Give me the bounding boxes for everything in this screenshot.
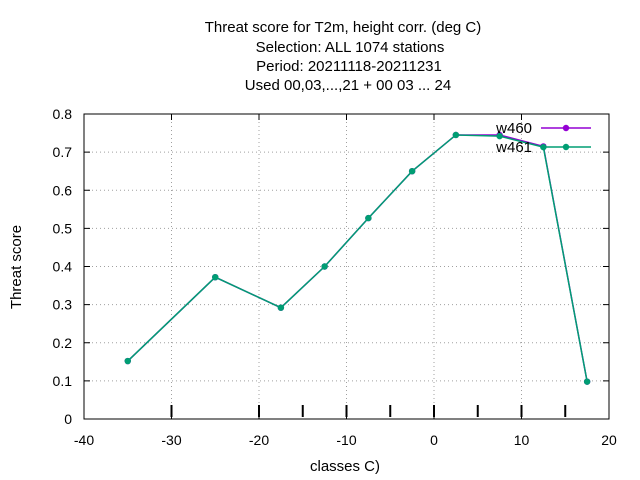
title-line-4: Used 00,03,...,21 + 00 03 ... 24 (245, 77, 451, 94)
legend-marker-w460 (562, 124, 570, 132)
y-tick-label: 0 (64, 411, 72, 427)
y-tick-label: 0.1 (53, 373, 73, 389)
data-point-w461 (321, 263, 328, 270)
x-tick-label: 20 (601, 432, 617, 448)
title-line-3: Period: 20211118-20211231 (256, 58, 442, 75)
y-tick-label: 0.3 (53, 297, 73, 313)
x-tick-label: -10 (336, 432, 356, 448)
y-tick-label: 0.5 (53, 220, 73, 236)
data-point-w461 (124, 357, 131, 365)
data-point-w461 (408, 167, 416, 175)
y-axis-title: Threat score (8, 225, 25, 309)
chart-title: Threat score for T2m, height corr. (deg … (205, 19, 482, 94)
data-point-w461 (212, 273, 219, 281)
grid-lines (84, 114, 609, 419)
data-point-w461 (365, 214, 372, 222)
title-line-2: Selection: ALL 1074 stations (256, 39, 445, 56)
data-point-w461 (452, 131, 460, 139)
legend-label-w461: w461 (495, 139, 532, 156)
x-axis-title: classes C) (310, 458, 380, 475)
y-tick-label: 0.2 (53, 335, 73, 351)
legend-marker-w461 (562, 143, 570, 151)
x-tick-label: -30 (161, 432, 181, 448)
y-tick-label: 0.4 (53, 259, 73, 275)
legend: w460 w461 (495, 120, 591, 156)
x-tick-label: -40 (74, 432, 94, 448)
y-tick-label: 0.8 (53, 106, 73, 122)
y-tick-label: 0.6 (53, 182, 73, 198)
data-point-w461 (496, 132, 503, 140)
title-line-1: Threat score for T2m, height corr. (deg … (205, 19, 482, 36)
y-axis-ticks: 0 0.1 0.2 0.3 0.4 0.5 0.6 0.7 0.8 (53, 106, 609, 427)
x-tick-label: 0 (430, 432, 438, 448)
data-point-w461 (583, 378, 591, 385)
class-boundary-marks (170, 405, 567, 417)
x-axis-ticks: -40 -30 -20 -10 0 10 20 (74, 114, 617, 448)
x-tick-label: 10 (514, 432, 530, 448)
series-line-w460 (127, 134, 588, 382)
data-series (124, 131, 591, 385)
series-line-w461 (127, 134, 588, 382)
y-tick-label: 0.7 (53, 144, 73, 160)
data-point-w461 (277, 304, 285, 311)
legend-label-w460: w460 (495, 120, 532, 137)
x-tick-label: -20 (249, 432, 269, 448)
